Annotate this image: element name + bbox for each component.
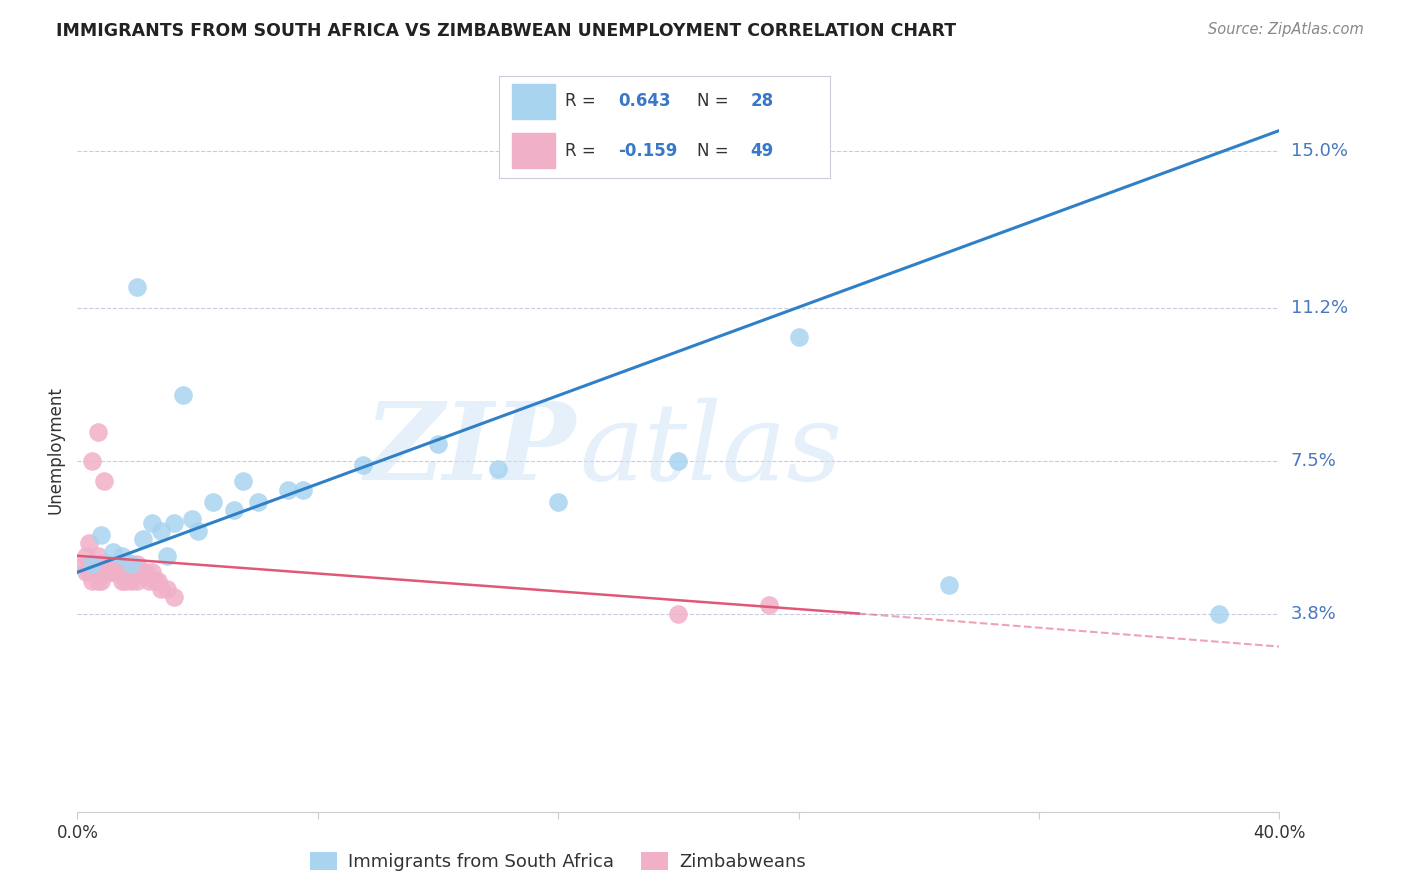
Point bbox=[427, 437, 450, 451]
Text: 15.0%: 15.0% bbox=[1291, 142, 1347, 161]
Point bbox=[291, 483, 314, 497]
Point bbox=[232, 475, 254, 489]
Point bbox=[141, 516, 163, 530]
Point bbox=[93, 566, 115, 580]
Point bbox=[352, 458, 374, 472]
Point bbox=[162, 590, 184, 604]
Point bbox=[82, 574, 104, 588]
Point bbox=[1208, 607, 1230, 621]
Text: Source: ZipAtlas.com: Source: ZipAtlas.com bbox=[1208, 22, 1364, 37]
Point bbox=[156, 549, 179, 563]
Point bbox=[79, 536, 101, 550]
Point bbox=[100, 557, 122, 571]
Text: N =: N = bbox=[697, 142, 734, 160]
Point bbox=[162, 516, 184, 530]
Point bbox=[108, 566, 131, 580]
Text: R =: R = bbox=[565, 93, 602, 111]
Point bbox=[758, 599, 780, 613]
Point bbox=[120, 557, 142, 571]
Point bbox=[120, 574, 142, 588]
Text: 28: 28 bbox=[751, 93, 773, 111]
Point bbox=[90, 574, 112, 588]
Point bbox=[127, 280, 149, 294]
Point bbox=[938, 577, 960, 591]
Point bbox=[201, 495, 224, 509]
Text: IMMIGRANTS FROM SOUTH AFRICA VS ZIMBABWEAN UNEMPLOYMENT CORRELATION CHART: IMMIGRANTS FROM SOUTH AFRICA VS ZIMBABWE… bbox=[56, 22, 956, 40]
Point bbox=[103, 544, 125, 558]
Point bbox=[90, 557, 112, 571]
Point bbox=[124, 566, 146, 580]
Point bbox=[129, 566, 152, 580]
Point bbox=[180, 511, 202, 525]
Point bbox=[84, 566, 107, 580]
Text: atlas: atlas bbox=[579, 398, 842, 503]
Point bbox=[117, 566, 139, 580]
Point bbox=[100, 566, 122, 580]
Point bbox=[141, 566, 163, 580]
Point bbox=[82, 557, 104, 571]
Point bbox=[145, 574, 167, 588]
Point bbox=[105, 566, 128, 580]
Point bbox=[72, 557, 94, 571]
Point bbox=[172, 388, 194, 402]
Point bbox=[246, 495, 269, 509]
Point bbox=[668, 607, 690, 621]
Point bbox=[111, 557, 134, 571]
Bar bbox=[512, 133, 555, 168]
Point bbox=[132, 533, 155, 547]
Text: ZIP: ZIP bbox=[364, 398, 576, 503]
Text: -0.159: -0.159 bbox=[619, 142, 678, 160]
Point bbox=[93, 557, 115, 571]
Point bbox=[96, 557, 118, 571]
Point bbox=[79, 566, 101, 580]
Point bbox=[84, 557, 107, 571]
Point bbox=[87, 574, 110, 588]
Point bbox=[103, 566, 125, 580]
Text: R =: R = bbox=[565, 142, 602, 160]
Point bbox=[82, 557, 104, 571]
Point bbox=[148, 574, 170, 588]
Point bbox=[120, 557, 142, 571]
Bar bbox=[512, 84, 555, 119]
Point bbox=[93, 475, 115, 489]
Point bbox=[277, 483, 299, 497]
Point bbox=[90, 528, 112, 542]
Point bbox=[114, 574, 136, 588]
Point bbox=[87, 425, 110, 439]
Point bbox=[114, 557, 136, 571]
Point bbox=[127, 574, 149, 588]
Point bbox=[82, 454, 104, 468]
Point bbox=[75, 549, 97, 563]
Point bbox=[668, 454, 690, 468]
Point bbox=[135, 566, 157, 580]
Point bbox=[105, 557, 128, 571]
Legend: Immigrants from South Africa, Zimbabweans: Immigrants from South Africa, Zimbabwean… bbox=[304, 845, 813, 879]
Point bbox=[150, 524, 173, 538]
Point bbox=[111, 574, 134, 588]
Text: 7.5%: 7.5% bbox=[1291, 451, 1337, 470]
Text: 49: 49 bbox=[751, 142, 773, 160]
Text: N =: N = bbox=[697, 93, 734, 111]
Point bbox=[486, 462, 509, 476]
Point bbox=[132, 566, 155, 580]
Point bbox=[75, 566, 97, 580]
Point bbox=[96, 566, 118, 580]
Text: 3.8%: 3.8% bbox=[1291, 605, 1336, 623]
Point bbox=[186, 524, 209, 538]
Point bbox=[111, 549, 134, 563]
Point bbox=[222, 503, 245, 517]
Point bbox=[127, 557, 149, 571]
Point bbox=[787, 330, 810, 344]
Point bbox=[156, 582, 179, 596]
Point bbox=[103, 557, 125, 571]
Point bbox=[150, 582, 173, 596]
Point bbox=[138, 574, 160, 588]
Y-axis label: Unemployment: Unemployment bbox=[46, 386, 65, 515]
Point bbox=[547, 495, 569, 509]
Text: 0.643: 0.643 bbox=[619, 93, 671, 111]
Point bbox=[87, 549, 110, 563]
Text: 11.2%: 11.2% bbox=[1291, 299, 1348, 317]
